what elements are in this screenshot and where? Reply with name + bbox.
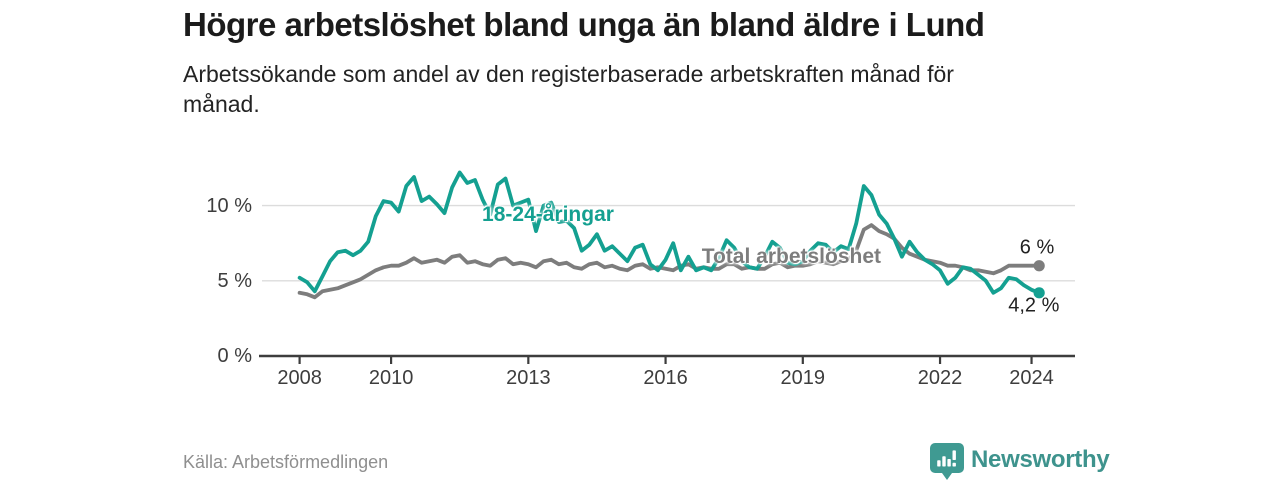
bar-chart-speech-bubble-icon	[930, 443, 964, 480]
y-axis-tick-label: 5 %	[217, 269, 252, 292]
series-line	[297, 170, 1042, 295]
x-axis-tick-label: 2019	[780, 367, 826, 389]
x-axis-tick-label: 2022	[917, 367, 963, 389]
youth-series-label: 18-24-åringar	[482, 202, 614, 226]
x-axis-tick-label: 2010	[368, 367, 414, 389]
series-line	[297, 223, 1042, 300]
total-series-label: Total arbetslöshet	[701, 245, 882, 269]
chart-subtitle: Arbetssökande som andel av den registerb…	[183, 61, 954, 117]
x-axis-tick-label: 2016	[643, 367, 688, 389]
chart-title: Högre arbetslöshet bland unga än bland ä…	[183, 6, 985, 43]
series-end-dot	[1033, 260, 1045, 272]
series-end-dot	[1033, 287, 1045, 299]
x-axis-tick-label: 2013	[506, 367, 551, 389]
total-end-value-label: 6 %	[1019, 236, 1055, 259]
youth-end-value-label: 4,2 %	[1008, 294, 1060, 317]
x-axis-tick-label: 2008	[277, 367, 322, 389]
y-axis-tick-label: 0 %	[217, 345, 252, 367]
y-axis-tick-label: 10 %	[206, 194, 252, 217]
source-note: Källa: Arbetsförmedlingen	[183, 452, 389, 472]
newsworthy-logo[interactable]: Newsworthy	[928, 443, 1110, 480]
newsworthy-wordmark: Newsworthy	[971, 446, 1110, 473]
x-axis-tick-label: 2024	[1009, 367, 1054, 389]
